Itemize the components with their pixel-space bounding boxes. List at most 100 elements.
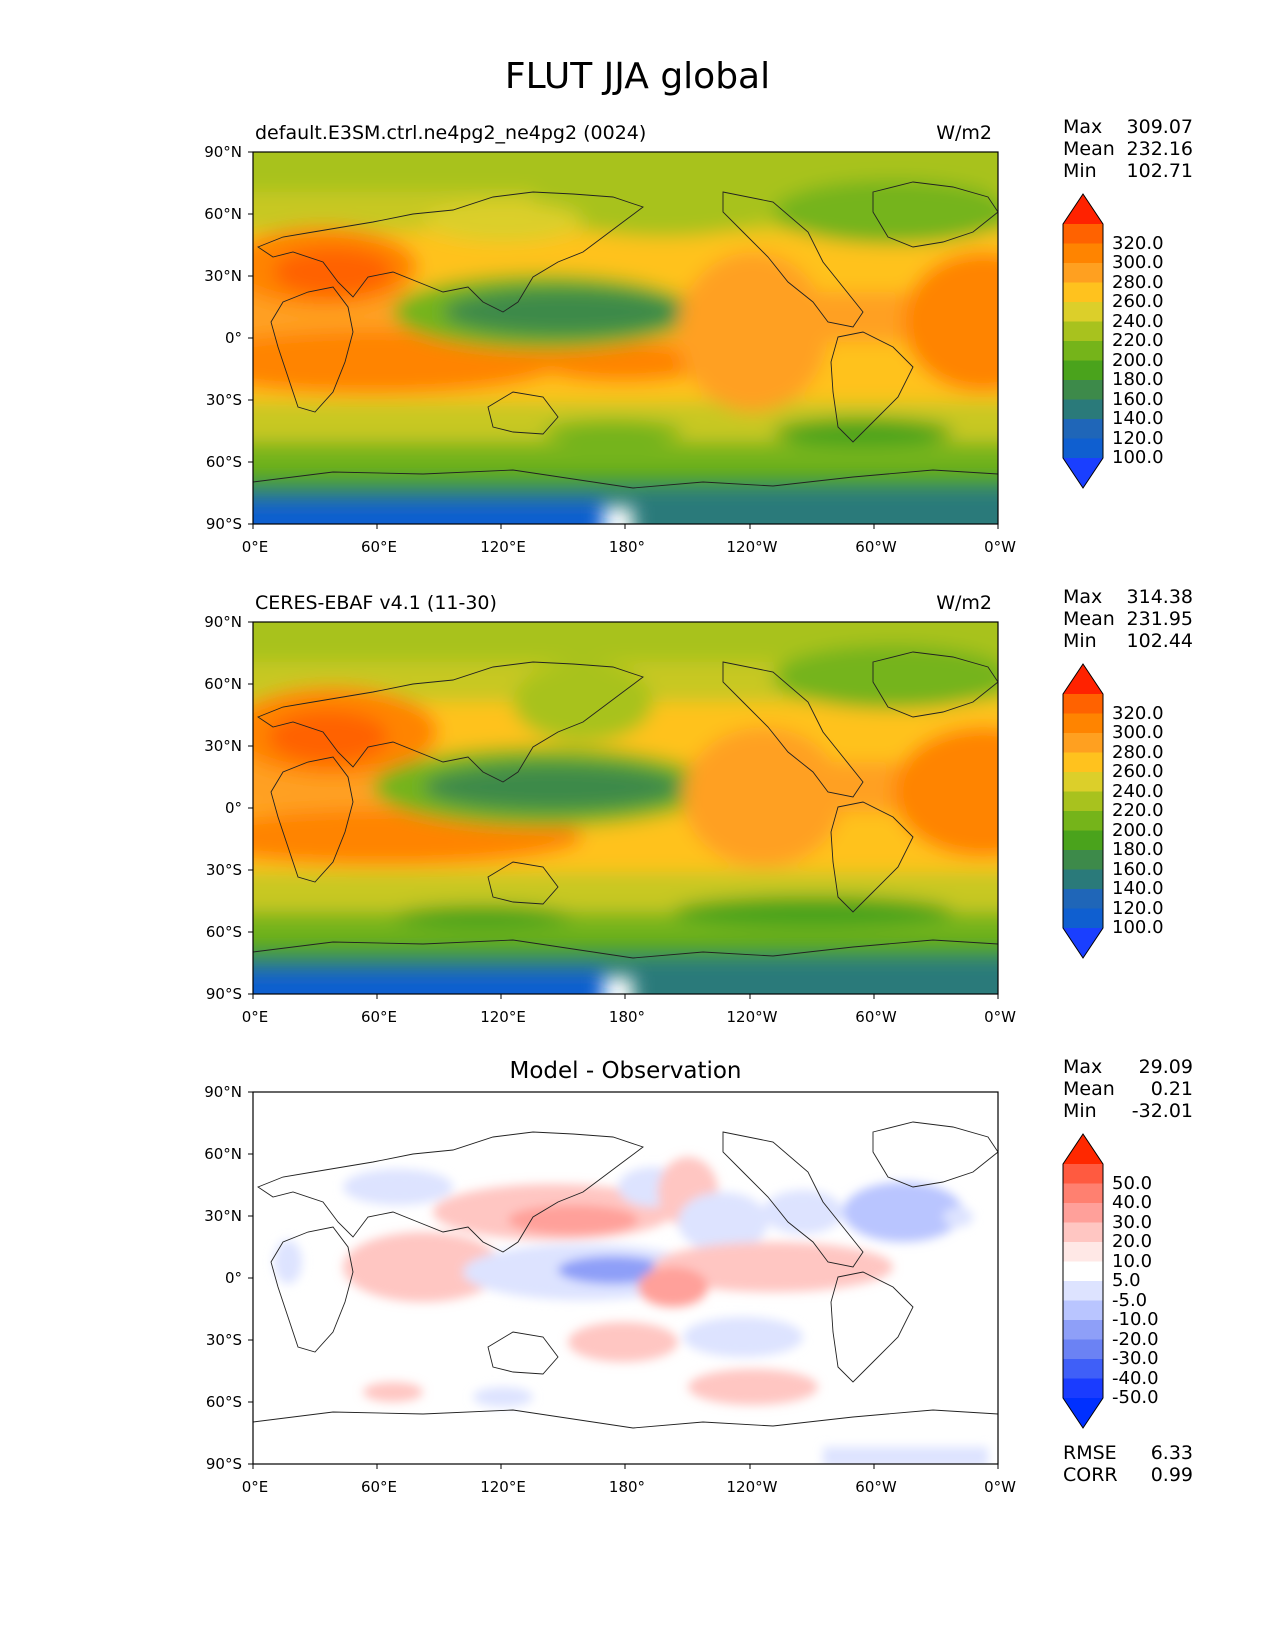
- lat-tick-90s: 90°S: [205, 515, 242, 533]
- colorbar-tick-label: 240.0: [1112, 310, 1164, 332]
- stat-mean: 232.16: [1126, 138, 1193, 160]
- colorbar-tick-label: 50.0: [1112, 1172, 1153, 1194]
- colorbar-swatch: [1063, 243, 1103, 264]
- stat-min: 102.71: [1126, 160, 1193, 182]
- colorbar-swatch: [1063, 850, 1103, 870]
- colorbar-swatch: [1063, 694, 1103, 714]
- colorbar-tick-label: -5.0: [1112, 1289, 1148, 1311]
- colorbar-tick-label: 300.0: [1112, 722, 1164, 743]
- colorbar-tick-label: 300.0: [1112, 252, 1164, 273]
- colorbar-swatch: [1063, 1222, 1103, 1243]
- colorbar-tick-label: 10.0: [1112, 1250, 1153, 1272]
- lon-tick-120e: 120°E: [480, 1008, 526, 1026]
- lat-tick-90s: 90°S: [205, 1455, 242, 1473]
- page-title: FLUT JJA global: [504, 56, 771, 97]
- model-panel-units: W/m2: [936, 122, 992, 144]
- model-stats: Max 309.07 Mean 232.16 Min 102.71: [1063, 116, 1193, 182]
- colorbar-extend-max: [1063, 664, 1103, 694]
- metric-label: CORR: [1063, 1464, 1118, 1486]
- lat-tick-90n: 90°N: [204, 1083, 242, 1101]
- lon-tick-0w: 0°W: [984, 538, 1016, 556]
- stat-min: 102.44: [1126, 630, 1193, 652]
- lat-tick-90n: 90°N: [204, 613, 242, 631]
- colorbar-tick-label: 320.0: [1112, 702, 1164, 724]
- colorbar-swatch: [1063, 830, 1103, 851]
- colorbar-tick-label: 220.0: [1112, 330, 1164, 351]
- diff-coastlines: [253, 1121, 998, 1429]
- lat-tick-30n: 30°N: [204, 267, 242, 285]
- obs-map: [248, 621, 999, 999]
- obs-panel: CERES-EBAF v4.1 (11-30) W/m2: [0, 470, 1275, 1025]
- colorbar-swatch: [1063, 733, 1103, 753]
- stat-label: Mean: [1063, 138, 1115, 160]
- colorbar-tick-label: -40.0: [1112, 1367, 1159, 1389]
- colorbar-outline: [1062, 193, 1104, 489]
- lat-tick-60s: 60°S: [205, 923, 242, 941]
- colorbar-tick-label: 280.0: [1112, 741, 1164, 763]
- colorbar-tick-label: 180.0: [1112, 839, 1164, 860]
- metric-label: RMSE: [1063, 1442, 1117, 1464]
- lon-tick-120w: 120°W: [726, 1478, 778, 1496]
- lon-tick-0e: 0°E: [241, 1478, 269, 1496]
- lon-tick-60w: 60°W: [855, 538, 897, 556]
- lon-tick-0w: 0°W: [984, 1478, 1016, 1496]
- colorbar-swatch: [1063, 419, 1103, 439]
- colorbar-tick-label: 320.0: [1112, 232, 1164, 254]
- lat-tick-30n: 30°N: [204, 1207, 242, 1225]
- stat-mean: 0.21: [1150, 1078, 1193, 1100]
- lat-tick-0: 0°: [224, 799, 242, 817]
- colorbar-extend-min: [1063, 928, 1103, 958]
- stat-label: Max: [1063, 1056, 1103, 1078]
- lat-tick-60n: 60°N: [204, 675, 242, 693]
- colorbar-swatch: [1063, 282, 1103, 303]
- stat-max: 29.09: [1138, 1056, 1193, 1078]
- colorbar-swatch: [1063, 1359, 1103, 1379]
- stat-label: Max: [1063, 586, 1103, 608]
- colorbar-swatches: [1062, 193, 1104, 489]
- colorbar-tick-label: 160.0: [1112, 858, 1164, 880]
- lon-tick-180: 180°: [608, 1478, 646, 1496]
- colorbar-tick-label: 260.0: [1112, 761, 1164, 782]
- model-contour-field: [253, 152, 998, 524]
- colorbar-swatches: [1062, 1133, 1104, 1429]
- colorbar-swatch: [1063, 360, 1103, 381]
- model-panel: default.E3SM.ctrl.ne4pg2_ne4pg2 (0024) W…: [0, 0, 1275, 555]
- colorbar-swatch: [1063, 380, 1103, 400]
- colorbar-swatch: [1063, 791, 1103, 812]
- colorbar-tick-label: 200.0: [1112, 819, 1164, 841]
- lat-tick-60s: 60°S: [205, 1393, 242, 1411]
- colorbar-swatch: [1063, 908, 1103, 929]
- lat-tick-30s: 30°S: [205, 391, 242, 409]
- lat-tick-0: 0°: [224, 1269, 242, 1287]
- lat-tick-0: 0°: [224, 329, 242, 347]
- colorbar-swatch: [1063, 302, 1103, 322]
- stat-label: Max: [1063, 116, 1103, 138]
- stat-mean: 231.95: [1126, 608, 1193, 630]
- colorbar-swatch: [1063, 341, 1103, 361]
- lon-tick-0w: 0°W: [984, 1008, 1016, 1026]
- colorbar-tick-label: 20.0: [1112, 1231, 1153, 1252]
- lon-tick-0e: 0°E: [241, 1008, 269, 1026]
- colorbar-swatch: [1063, 1281, 1103, 1301]
- lon-tick-0e: 0°E: [241, 538, 269, 556]
- colorbar-swatch: [1063, 869, 1103, 890]
- lat-tick-90n: 90°N: [204, 143, 242, 161]
- colorbar-tick-label: -20.0: [1112, 1328, 1159, 1350]
- obs-panel-title: CERES-EBAF v4.1 (11-30): [255, 592, 497, 614]
- obs-stats: Max 314.38 Mean 231.95 Min 102.44: [1063, 586, 1193, 652]
- colorbar-tick-label: -50.0: [1112, 1387, 1159, 1408]
- colorbar-extend-min: [1063, 1398, 1103, 1428]
- lon-tick-60e: 60°E: [360, 1008, 398, 1026]
- colorbar-tick-label: 120.0: [1112, 427, 1164, 449]
- lon-tick-120e: 120°E: [480, 538, 526, 556]
- stat-min: -32.01: [1131, 1100, 1193, 1122]
- lon-tick-180: 180°: [608, 1008, 646, 1026]
- colorbar-tick-label: -30.0: [1112, 1348, 1159, 1369]
- lon-tick-60w: 60°W: [855, 1008, 897, 1026]
- colorbar-swatch: [1063, 889, 1103, 909]
- colorbar-tick-label: 30.0: [1112, 1211, 1153, 1233]
- colorbar-swatches: [1062, 663, 1104, 959]
- diff-stats: Max 29.09 Mean 0.21 Min -32.01: [1063, 1056, 1193, 1122]
- colorbar-extend-max: [1063, 194, 1103, 224]
- obs-panel-units: W/m2: [936, 592, 992, 614]
